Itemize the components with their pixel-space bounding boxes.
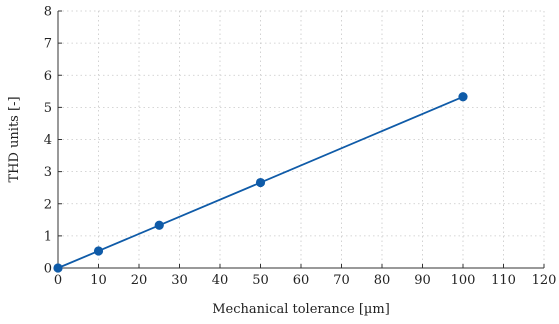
x-tick-label: 40 [212, 273, 229, 288]
x-tick-label: 30 [171, 273, 188, 288]
x-tick-label: 20 [131, 273, 148, 288]
y-tick-labels: 0 1 2 3 4 5 6 7 8 [44, 5, 52, 277]
x-tick-label: 0 [54, 273, 62, 288]
y-tick-label: 8 [44, 5, 52, 20]
x-tick-label: 110 [491, 273, 516, 288]
data-point [255, 177, 266, 188]
data-point [93, 246, 104, 256]
y-tick-label: 1 [44, 229, 52, 244]
x-tick-label: 90 [414, 273, 431, 288]
x-tick-label: 120 [532, 273, 557, 288]
y-tick-label: 3 [44, 165, 52, 180]
x-tick-label: 100 [451, 273, 476, 288]
y-tick-label: 4 [44, 133, 52, 148]
y-axis-label: THD units [-] [7, 96, 22, 182]
data-point [154, 220, 164, 230]
x-tick-label: 80 [374, 273, 391, 288]
x-tick-label: 50 [252, 273, 269, 288]
x-tick-label: 70 [333, 273, 350, 288]
x-tick-label: 10 [90, 273, 107, 288]
x-tick-label: 60 [293, 273, 310, 288]
y-tick-label: 2 [44, 197, 52, 212]
y-tick-label: 0 [44, 262, 52, 277]
y-tick-label: 6 [44, 69, 52, 84]
y-tick-label: 7 [44, 37, 52, 52]
series-layer [53, 92, 468, 273]
x-axis-label: Mechanical tolerance [µm] [212, 302, 390, 317]
data-point [53, 263, 63, 273]
grid-lines [58, 10, 545, 268]
tick-marks [57, 10, 545, 269]
data-point [458, 92, 468, 102]
x-tick-labels: 0 10 20 30 40 50 60 70 80 90 100 110 120 [54, 273, 557, 288]
y-tick-label: 5 [44, 101, 52, 116]
